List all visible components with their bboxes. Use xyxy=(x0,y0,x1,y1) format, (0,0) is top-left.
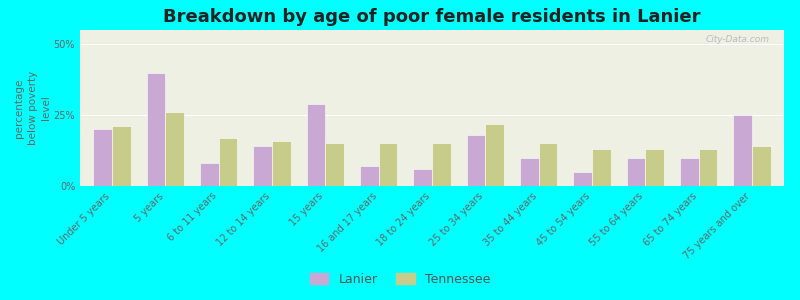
Legend: Lanier, Tennessee: Lanier, Tennessee xyxy=(305,268,495,291)
Bar xyxy=(734,115,752,186)
Title: Breakdown by age of poor female residents in Lanier: Breakdown by age of poor female resident… xyxy=(163,8,701,26)
Bar xyxy=(698,149,718,186)
Bar xyxy=(218,138,238,186)
Bar xyxy=(166,112,184,186)
Bar xyxy=(432,143,450,186)
Y-axis label: percentage
below poverty
level: percentage below poverty level xyxy=(14,71,50,145)
Bar xyxy=(272,141,290,186)
Bar xyxy=(378,143,398,186)
Bar xyxy=(592,149,610,186)
Bar xyxy=(200,163,218,186)
Bar xyxy=(486,124,504,186)
Bar xyxy=(112,126,130,186)
Bar xyxy=(146,73,166,186)
Bar xyxy=(520,158,538,186)
Bar xyxy=(574,172,592,186)
Bar xyxy=(538,143,558,186)
Bar xyxy=(306,104,326,186)
Bar xyxy=(626,158,646,186)
Bar xyxy=(646,149,664,186)
Bar xyxy=(94,129,112,186)
Bar xyxy=(326,143,344,186)
Bar xyxy=(466,135,486,186)
Bar xyxy=(680,158,698,186)
Bar xyxy=(360,166,378,186)
Text: City-Data.com: City-Data.com xyxy=(706,35,770,44)
Bar xyxy=(254,146,272,186)
Bar xyxy=(752,146,770,186)
Bar xyxy=(414,169,432,186)
